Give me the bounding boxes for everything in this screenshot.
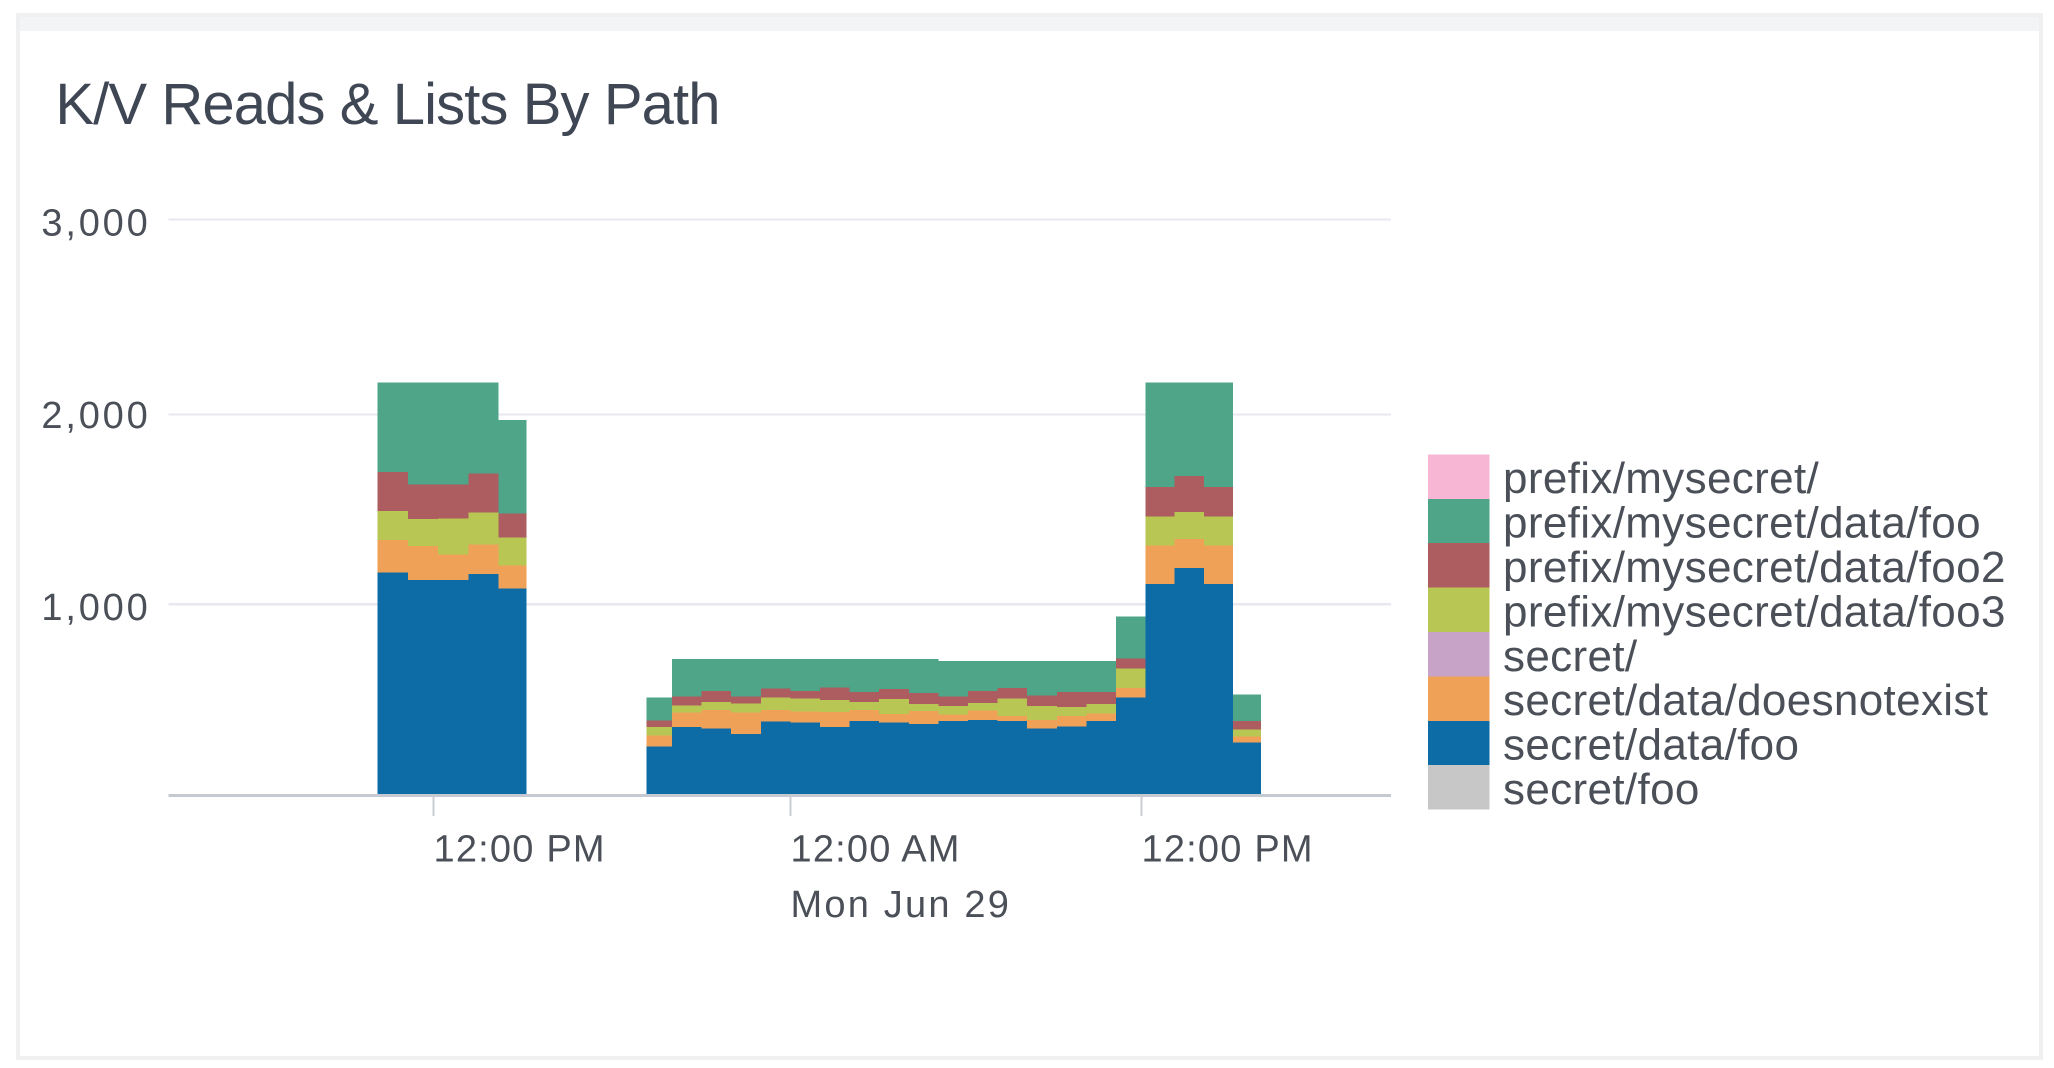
- svg-text:secret/foo: secret/foo: [1503, 765, 1700, 814]
- svg-text:prefix/mysecret/: prefix/mysecret/: [1503, 454, 1820, 503]
- svg-text:12:00 AM: 12:00 AM: [791, 829, 961, 871]
- svg-text:secret/data/doesnotexist: secret/data/doesnotexist: [1503, 676, 1988, 725]
- svg-text:12:00 PM: 12:00 PM: [1142, 829, 1314, 871]
- svg-text:1,000: 1,000: [41, 587, 150, 629]
- svg-text:prefix/mysecret/data/foo: prefix/mysecret/data/foo: [1503, 499, 1981, 548]
- svg-text:secret/data/foo: secret/data/foo: [1503, 721, 1799, 770]
- svg-text:prefix/mysecret/data/foo2: prefix/mysecret/data/foo2: [1503, 543, 2006, 592]
- svg-text:secret/: secret/: [1503, 632, 1638, 681]
- svg-text:prefix/mysecret/data/foo3: prefix/mysecret/data/foo3: [1503, 587, 2006, 636]
- svg-text:12:00 PM: 12:00 PM: [434, 829, 606, 871]
- svg-text:2,000: 2,000: [41, 395, 150, 437]
- svg-text:Mon Jun 29: Mon Jun 29: [791, 884, 1012, 926]
- svg-text:K/V Reads & Lists By Path: K/V Reads & Lists By Path: [55, 72, 719, 137]
- svg-text:3,000: 3,000: [41, 202, 150, 244]
